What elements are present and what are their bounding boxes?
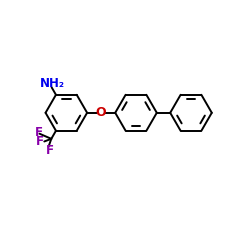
- Text: F: F: [46, 144, 54, 158]
- Text: O: O: [96, 106, 106, 119]
- Text: NH₂: NH₂: [40, 77, 65, 90]
- Text: F: F: [36, 135, 44, 148]
- Text: F: F: [35, 126, 43, 139]
